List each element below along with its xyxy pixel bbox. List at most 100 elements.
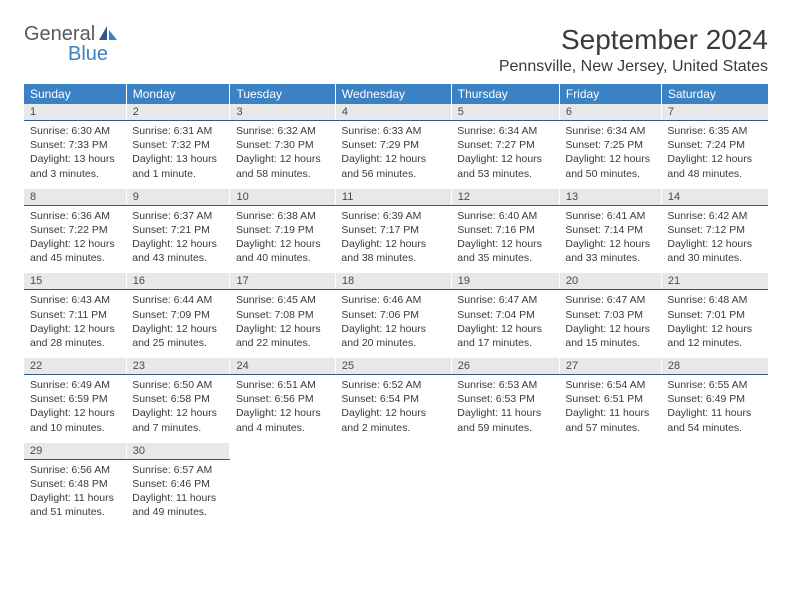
sunrise-text: Sunrise: 6:51 AM (236, 378, 329, 392)
title-block: September 2024 Pennsville, New Jersey, U… (499, 24, 768, 76)
daylight-text: Daylight: 12 hours and 48 minutes. (667, 152, 762, 180)
day-number: 26 (451, 358, 559, 375)
day-detail (335, 459, 451, 527)
sunrise-text: Sunrise: 6:47 AM (457, 293, 553, 307)
daylight-text: Daylight: 12 hours and 2 minutes. (341, 406, 445, 434)
sunrise-text: Sunrise: 6:30 AM (30, 124, 120, 138)
sunrise-text: Sunrise: 6:53 AM (457, 378, 553, 392)
day-number: 8 (24, 189, 126, 206)
day-number: 29 (24, 443, 126, 460)
sunset-text: Sunset: 7:17 PM (341, 223, 445, 237)
sunrise-text: Sunrise: 6:42 AM (667, 209, 762, 223)
day-detail: Sunrise: 6:54 AMSunset: 6:51 PMDaylight:… (559, 375, 661, 443)
sunset-text: Sunset: 7:33 PM (30, 138, 120, 152)
sunrise-text: Sunrise: 6:50 AM (132, 378, 224, 392)
sunrise-text: Sunrise: 6:55 AM (667, 378, 762, 392)
day-detail: Sunrise: 6:57 AMSunset: 6:46 PMDaylight:… (126, 459, 230, 527)
day-detail: Sunrise: 6:40 AMSunset: 7:16 PMDaylight:… (451, 205, 559, 273)
day-detail: Sunrise: 6:47 AMSunset: 7:04 PMDaylight:… (451, 290, 559, 358)
daylight-text: Daylight: 11 hours and 51 minutes. (30, 491, 120, 519)
day-detail-row: Sunrise: 6:56 AMSunset: 6:48 PMDaylight:… (24, 459, 768, 527)
day-detail: Sunrise: 6:31 AMSunset: 7:32 PMDaylight:… (126, 121, 230, 189)
sunset-text: Sunset: 6:59 PM (30, 392, 120, 406)
sunrise-text: Sunrise: 6:34 AM (457, 124, 553, 138)
sunrise-text: Sunrise: 6:34 AM (565, 124, 655, 138)
header: General Blue September 2024 Pennsville, … (24, 24, 768, 76)
day-detail: Sunrise: 6:55 AMSunset: 6:49 PMDaylight:… (661, 375, 768, 443)
month-title: September 2024 (499, 24, 768, 56)
logo-line1: General (24, 23, 95, 45)
sunset-text: Sunset: 7:03 PM (565, 308, 655, 322)
day-number: 17 (230, 273, 335, 290)
day-number (661, 443, 768, 460)
day-number: 13 (559, 189, 661, 206)
sunset-text: Sunset: 7:08 PM (236, 308, 329, 322)
sunset-text: Sunset: 7:25 PM (565, 138, 655, 152)
day-detail: Sunrise: 6:30 AMSunset: 7:33 PMDaylight:… (24, 121, 126, 189)
sunset-text: Sunset: 7:21 PM (132, 223, 224, 237)
day-number (451, 443, 559, 460)
day-detail: Sunrise: 6:43 AMSunset: 7:11 PMDaylight:… (24, 290, 126, 358)
sunset-text: Sunset: 6:56 PM (236, 392, 329, 406)
day-detail-row: Sunrise: 6:36 AMSunset: 7:22 PMDaylight:… (24, 205, 768, 273)
daylight-text: Daylight: 12 hours and 15 minutes. (565, 322, 655, 350)
sunrise-text: Sunrise: 6:39 AM (341, 209, 445, 223)
day-detail: Sunrise: 6:49 AMSunset: 6:59 PMDaylight:… (24, 375, 126, 443)
logo-text: General Blue (24, 24, 119, 64)
daylight-text: Daylight: 12 hours and 50 minutes. (565, 152, 655, 180)
day-number (335, 443, 451, 460)
day-detail: Sunrise: 6:34 AMSunset: 7:27 PMDaylight:… (451, 121, 559, 189)
daylight-text: Daylight: 12 hours and 22 minutes. (236, 322, 329, 350)
daylight-text: Daylight: 11 hours and 49 minutes. (132, 491, 224, 519)
sunrise-text: Sunrise: 6:47 AM (565, 293, 655, 307)
day-number: 19 (451, 273, 559, 290)
day-number: 9 (126, 189, 230, 206)
daylight-text: Daylight: 12 hours and 30 minutes. (667, 237, 762, 265)
day-number: 18 (335, 273, 451, 290)
sunset-text: Sunset: 7:30 PM (236, 138, 329, 152)
sunrise-text: Sunrise: 6:56 AM (30, 463, 120, 477)
sunset-text: Sunset: 6:53 PM (457, 392, 553, 406)
sunrise-text: Sunrise: 6:46 AM (341, 293, 445, 307)
sunrise-text: Sunrise: 6:41 AM (565, 209, 655, 223)
day-number: 11 (335, 189, 451, 206)
day-number: 27 (559, 358, 661, 375)
sunset-text: Sunset: 7:29 PM (341, 138, 445, 152)
day-detail (230, 459, 335, 527)
day-detail: Sunrise: 6:42 AMSunset: 7:12 PMDaylight:… (661, 205, 768, 273)
day-detail: Sunrise: 6:41 AMSunset: 7:14 PMDaylight:… (559, 205, 661, 273)
day-number: 10 (230, 189, 335, 206)
daylight-text: Daylight: 12 hours and 53 minutes. (457, 152, 553, 180)
day-number: 21 (661, 273, 768, 290)
daylight-text: Daylight: 12 hours and 38 minutes. (341, 237, 445, 265)
day-detail: Sunrise: 6:36 AMSunset: 7:22 PMDaylight:… (24, 205, 126, 273)
day-number: 14 (661, 189, 768, 206)
sunrise-text: Sunrise: 6:36 AM (30, 209, 120, 223)
sunset-text: Sunset: 6:54 PM (341, 392, 445, 406)
day-detail-row: Sunrise: 6:30 AMSunset: 7:33 PM Daylight:… (24, 121, 768, 189)
daylight-text: Daylight: 12 hours and 4 minutes. (236, 406, 329, 434)
day-detail: Sunrise: 6:39 AMSunset: 7:17 PMDaylight:… (335, 205, 451, 273)
sunrise-text: Sunrise: 6:44 AM (132, 293, 224, 307)
daylight-text: Daylight: 11 hours and 59 minutes. (457, 406, 553, 434)
weekday-header: Friday (559, 84, 661, 104)
sunset-text: Sunset: 6:46 PM (132, 477, 224, 491)
day-number (230, 443, 335, 460)
daylight-text: Daylight: 12 hours and 56 minutes. (341, 152, 445, 180)
sunset-text: Sunset: 6:49 PM (667, 392, 762, 406)
day-detail: Sunrise: 6:35 AMSunset: 7:24 PMDaylight:… (661, 121, 768, 189)
logo-line2: Blue (68, 44, 119, 64)
day-detail: Sunrise: 6:52 AMSunset: 6:54 PMDaylight:… (335, 375, 451, 443)
day-number: 7 (661, 104, 768, 121)
sunset-text: Sunset: 7:11 PM (30, 308, 120, 322)
daylight-text: Daylight: 13 hours and 1 minute. (132, 152, 224, 180)
sunrise-text: Sunrise: 6:33 AM (341, 124, 445, 138)
sunset-text: Sunset: 6:58 PM (132, 392, 224, 406)
daylight-text: Daylight: 12 hours and 7 minutes. (132, 406, 224, 434)
day-number-row: 891011121314 (24, 189, 768, 206)
sunrise-text: Sunrise: 6:35 AM (667, 124, 762, 138)
day-number: 16 (126, 273, 230, 290)
day-number: 25 (335, 358, 451, 375)
sunrise-text: Sunrise: 6:38 AM (236, 209, 329, 223)
daylight-text: Daylight: 12 hours and 43 minutes. (132, 237, 224, 265)
